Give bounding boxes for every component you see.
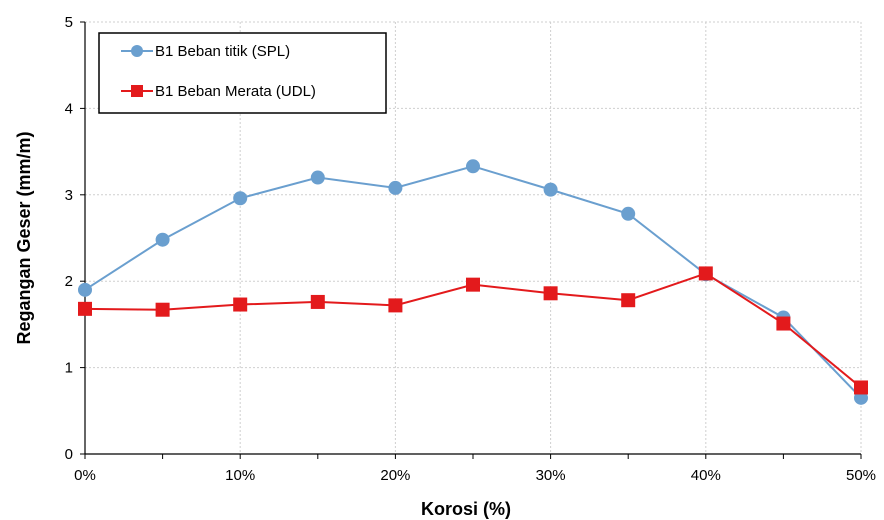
- y-tick-label: 2: [65, 273, 73, 290]
- data-point-series-2: [155, 302, 170, 317]
- x-tick-label: 40%: [691, 467, 721, 484]
- data-point-series-2: [776, 316, 791, 331]
- x-tick-label: 0%: [74, 467, 96, 484]
- x-tick-label: 20%: [380, 467, 410, 484]
- y-tick-label: 4: [65, 100, 73, 117]
- data-point-series-1: [621, 206, 636, 221]
- data-point-series-2: [543, 286, 558, 301]
- series-layer: [78, 159, 868, 405]
- data-point-series-2: [466, 277, 480, 292]
- legend-label: B1 Beban Merata (UDL): [155, 83, 316, 100]
- x-tick-label: 50%: [846, 467, 876, 484]
- y-axis-title: Regangan Geser (mm/m): [14, 131, 34, 344]
- y-tick-label: 5: [65, 14, 73, 31]
- data-point-series-1: [388, 180, 403, 195]
- legend-marker-square: [131, 85, 143, 97]
- legend-box: [98, 32, 387, 114]
- y-tick-label: 0: [65, 446, 73, 463]
- legend-label: B1 Beban titik (SPL): [155, 43, 290, 60]
- legend-marker-circle: [131, 45, 143, 57]
- data-point-series-1: [155, 232, 170, 247]
- data-point-series-1: [543, 182, 558, 197]
- data-point-series-1: [310, 170, 325, 185]
- data-point-series-1: [233, 191, 248, 206]
- data-point-series-2: [854, 380, 868, 395]
- data-point-series-2: [698, 266, 713, 281]
- data-point-series-1: [78, 282, 92, 297]
- data-point-series-2: [621, 293, 636, 308]
- y-tick-label: 3: [65, 187, 73, 204]
- data-point-series-2: [388, 298, 403, 313]
- data-point-series-2: [78, 301, 92, 316]
- data-point-series-2: [233, 297, 248, 312]
- y-tick-label: 1: [65, 360, 73, 377]
- x-axis-title: Korosi (%): [421, 499, 511, 519]
- data-point-series-2: [310, 294, 325, 309]
- legend: B1 Beban titik (SPL) B1 Beban Merata (UDL…: [98, 32, 387, 114]
- x-tick-label: 10%: [225, 467, 255, 484]
- x-tick-label: 30%: [536, 467, 566, 484]
- data-point-series-1: [466, 159, 480, 174]
